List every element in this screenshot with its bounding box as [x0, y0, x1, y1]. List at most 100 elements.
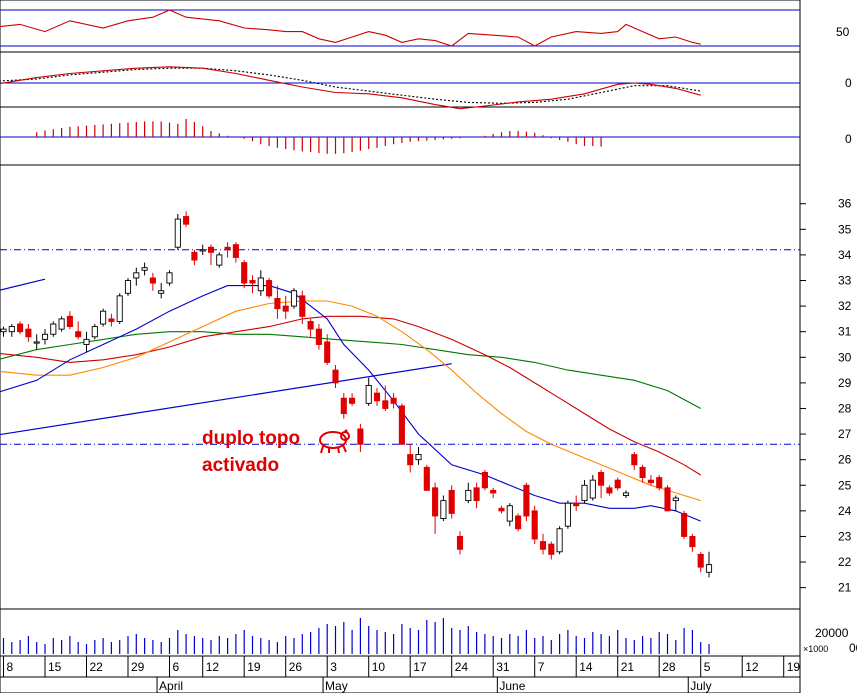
price-tick-label: 33	[838, 274, 852, 288]
candle-body	[556, 528, 563, 553]
day-tick-label: 29	[131, 660, 145, 674]
day-tick-label: 14	[579, 660, 593, 674]
candle-body	[531, 510, 538, 540]
price-tick-label: 25	[838, 478, 852, 492]
candle-body	[91, 326, 98, 338]
price-tick-label: 29	[838, 376, 852, 390]
candle-body	[183, 216, 190, 225]
date-axis-panel	[0, 655, 801, 693]
month-tick-label: June	[499, 679, 525, 693]
candle-body	[631, 454, 638, 466]
macd-signal-line	[0, 67, 701, 104]
candle-body	[639, 466, 646, 479]
candle-body	[33, 341, 40, 344]
candle-body	[373, 392, 381, 402]
price-tick-label: 27	[838, 427, 852, 441]
price-tick-label: 36	[838, 197, 852, 211]
macd-histogram	[0, 119, 800, 154]
day-tick-label: 15	[48, 660, 62, 674]
macd-panel	[0, 51, 801, 108]
day-tick-label: 5	[704, 660, 711, 674]
candle-body	[697, 553, 704, 568]
candle-body	[656, 477, 663, 489]
macd-indicator	[0, 66, 800, 110]
candle-body	[207, 246, 215, 253]
candle-body	[415, 454, 422, 461]
price-tick-label: 21	[838, 581, 852, 595]
annotation-line-1: duplo topo	[202, 428, 300, 449]
price-tick-label: 23	[838, 529, 852, 543]
volume-tick-label: 20000	[815, 626, 849, 640]
candle-body	[423, 466, 430, 491]
volume-tick-label-2: 000	[849, 641, 857, 655]
candle-body	[340, 397, 347, 415]
candle-body	[315, 328, 322, 345]
rsi-indicator	[0, 9, 800, 47]
candle-body	[299, 295, 306, 317]
candle-body	[241, 262, 248, 284]
candle-body	[349, 397, 356, 404]
candle-body	[598, 472, 605, 486]
price-tick-label: 22	[838, 555, 852, 569]
candle-body	[58, 318, 65, 330]
candle-body	[523, 484, 530, 517]
hist-tick-label: 0	[845, 132, 852, 146]
candle-body	[166, 272, 173, 284]
rsi-tick-label: 50	[836, 25, 850, 39]
candle-body	[266, 280, 273, 297]
rsi-line	[0, 9, 701, 47]
candle-body	[133, 272, 140, 279]
bear-icon	[319, 429, 350, 454]
price-tick-label: 26	[838, 453, 852, 467]
candle-body	[224, 246, 231, 251]
price-panel	[0, 164, 801, 610]
day-tick-label: 8	[7, 660, 14, 674]
candle-body	[124, 280, 132, 294]
candle-body	[274, 297, 281, 310]
candle-body	[257, 277, 264, 292]
axis-labels: 2122232425262728293031323334353650002000…	[3, 25, 857, 693]
day-tick-label: 22	[90, 660, 104, 674]
candle-body	[199, 249, 206, 252]
candle-body	[324, 341, 331, 363]
candle-body	[332, 369, 339, 384]
candle-body	[41, 333, 49, 340]
candle-body	[465, 489, 472, 502]
moving-average-fast	[0, 285, 701, 522]
candle-body	[50, 323, 57, 335]
candle-body	[589, 479, 596, 499]
price-tick-label: 30	[838, 350, 852, 364]
day-tick-label: 7	[538, 660, 545, 674]
candle-body	[681, 512, 688, 537]
candle-body	[83, 338, 90, 345]
candle-body	[365, 384, 372, 404]
candle-body	[539, 541, 547, 550]
candle-body	[290, 290, 298, 307]
day-tick-label: 12	[206, 660, 220, 674]
candle-body	[75, 331, 82, 338]
day-tick-label: 12	[745, 660, 759, 674]
candle-body	[66, 315, 73, 328]
day-tick-label: 6	[173, 660, 180, 674]
candle-body	[232, 244, 239, 258]
month-tick-label: July	[690, 679, 711, 693]
price-tick-label: 31	[838, 325, 852, 339]
candle-body	[141, 267, 148, 271]
candle-body	[506, 505, 513, 522]
moving-average-mid	[0, 300, 701, 502]
candle-body	[498, 507, 505, 512]
candle-body	[174, 218, 181, 248]
price-tick-label: 32	[838, 299, 852, 313]
month-tick-label: April	[159, 679, 183, 693]
macd-tick-label: 0	[845, 76, 852, 90]
day-tick-label: 21	[621, 660, 635, 674]
candle-body	[158, 290, 165, 294]
candle-body	[25, 328, 32, 338]
candle-body	[515, 515, 522, 530]
candle-body	[672, 497, 679, 502]
volume-unit-label: ×1000	[803, 644, 828, 654]
volume-bars	[2, 618, 710, 654]
day-tick-label: 28	[662, 660, 676, 674]
candle-body	[8, 326, 15, 333]
candle-body	[490, 489, 497, 494]
